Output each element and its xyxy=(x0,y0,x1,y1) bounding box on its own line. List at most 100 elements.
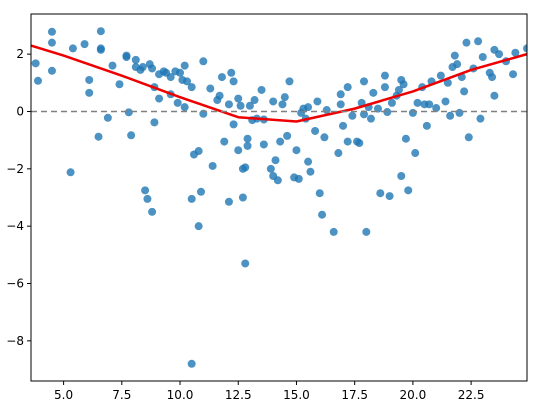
data-point xyxy=(180,103,189,112)
data-point xyxy=(339,121,348,130)
data-point xyxy=(96,44,105,53)
data-point xyxy=(183,77,192,86)
data-point xyxy=(166,73,175,82)
data-point xyxy=(103,113,112,122)
x-tick-label: 12.5 xyxy=(225,388,252,402)
data-point xyxy=(122,51,131,60)
trend-line xyxy=(31,44,527,123)
data-point xyxy=(490,91,499,100)
data-point xyxy=(196,187,205,196)
data-point xyxy=(380,83,389,92)
y-tick-label: −6 xyxy=(6,277,24,291)
data-point xyxy=(194,147,203,156)
y-tick-label: 0 xyxy=(16,104,24,118)
data-point xyxy=(476,114,485,123)
data-point xyxy=(96,27,105,36)
data-point xyxy=(124,108,133,117)
data-point xyxy=(455,108,464,117)
data-point xyxy=(478,53,487,62)
data-point xyxy=(313,97,322,106)
data-point xyxy=(292,146,301,155)
data-point xyxy=(432,104,441,113)
data-point xyxy=(509,70,518,79)
x-tick-label: 17.5 xyxy=(341,388,368,402)
data-point xyxy=(366,114,375,123)
data-point xyxy=(259,140,268,149)
data-point xyxy=(278,100,287,109)
data-point xyxy=(150,118,159,127)
data-point xyxy=(413,98,422,107)
data-point xyxy=(343,137,352,146)
data-point xyxy=(236,101,245,110)
y-tick-label: −2 xyxy=(6,162,24,176)
data-point xyxy=(488,73,497,82)
data-point xyxy=(495,50,504,59)
data-point xyxy=(271,156,280,165)
data-point xyxy=(241,259,250,268)
data-point xyxy=(460,87,469,96)
data-point xyxy=(294,174,303,183)
data-point xyxy=(241,163,250,172)
data-point xyxy=(187,359,196,368)
data-point xyxy=(450,51,459,60)
data-point xyxy=(387,98,396,107)
data-point xyxy=(397,172,406,180)
data-point xyxy=(446,111,455,120)
data-point xyxy=(243,141,252,150)
data-point xyxy=(47,38,56,47)
data-point xyxy=(257,85,266,94)
data-point xyxy=(280,93,289,102)
data-point xyxy=(143,194,152,203)
axes-frame xyxy=(30,13,528,382)
data-point xyxy=(229,120,238,129)
data-point xyxy=(304,157,313,166)
data-point xyxy=(441,97,450,106)
trend-line-group xyxy=(31,44,527,123)
data-point xyxy=(155,94,164,103)
data-point xyxy=(194,222,203,231)
data-point xyxy=(33,76,42,85)
data-point xyxy=(369,88,378,97)
data-point xyxy=(360,77,368,86)
data-point xyxy=(245,101,254,110)
data-point xyxy=(334,149,343,158)
data-point xyxy=(360,110,368,119)
data-point xyxy=(127,131,136,140)
data-point xyxy=(336,100,345,109)
data-point xyxy=(206,84,215,93)
data-point xyxy=(85,75,94,84)
x-tick-label: 10.0 xyxy=(167,388,194,402)
data-point xyxy=(173,98,182,107)
data-point xyxy=(311,126,320,135)
data-point xyxy=(355,139,364,148)
x-tick-label: 15.0 xyxy=(283,388,310,402)
data-point xyxy=(380,71,389,80)
data-point xyxy=(80,40,89,49)
data-point xyxy=(266,164,275,173)
data-point xyxy=(411,149,420,158)
y-tick-label: −8 xyxy=(6,334,24,348)
data-point xyxy=(315,189,324,198)
data-point xyxy=(304,103,313,112)
data-point xyxy=(66,168,75,177)
data-point xyxy=(31,59,40,68)
data-point xyxy=(250,96,259,105)
data-point xyxy=(320,133,329,142)
data-point xyxy=(131,55,140,64)
data-point xyxy=(115,80,124,89)
data-point xyxy=(220,137,229,146)
data-point xyxy=(422,121,431,130)
data-point xyxy=(425,100,434,109)
data-point xyxy=(376,189,385,198)
data-point xyxy=(285,77,294,86)
x-axis-ticks: 5.0 7.5 10.0 12.5 15.0 17.5 20.0 22.5 xyxy=(54,381,484,402)
data-point xyxy=(394,85,403,94)
data-point xyxy=(322,106,331,115)
data-point xyxy=(234,94,243,103)
data-point xyxy=(385,192,394,201)
data-point xyxy=(94,132,103,141)
x-tick-label: 5.0 xyxy=(54,388,73,402)
y-axis-ticks: 2 0 −2 −4 −6 −8 xyxy=(6,47,31,348)
data-point xyxy=(318,210,327,219)
